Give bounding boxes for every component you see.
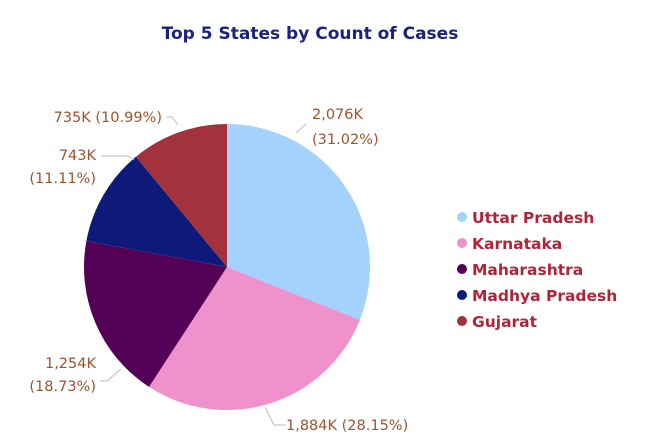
legend-item-karnataka[interactable]: Karnataka — [457, 235, 562, 253]
legend-label-gujarat: Gujarat — [472, 313, 538, 331]
legend-item-maharashtra[interactable]: Maharashtra — [457, 261, 583, 279]
data-label-madhya-pradesh: 743K — [59, 148, 97, 164]
pie-slice-uttar-pradesh[interactable] — [227, 124, 370, 320]
legend-item-madhya-pradesh[interactable]: Madhya Pradesh — [457, 287, 617, 305]
legend-marker-gujarat — [457, 316, 467, 326]
chart-title: Top 5 States by Count of Cases — [162, 24, 459, 44]
leader-line-uttar-pradesh — [295, 123, 307, 134]
legend: Uttar Pradesh Karnataka Maharashtra Madhya … — [457, 209, 617, 331]
legend-marker-karnataka — [457, 238, 467, 248]
legend-marker-uttar-pradesh — [457, 212, 467, 222]
legend-label-karnataka: Karnataka — [472, 235, 562, 253]
pie-slice-maharashtra[interactable] — [83, 240, 227, 387]
legend-marker-maharashtra — [457, 264, 467, 274]
data-label-uttar-pradesh: (31.02%) — [312, 132, 379, 148]
legend-label-madhya-pradesh: Madhya Pradesh — [472, 287, 617, 305]
pie-slice-karnataka[interactable] — [149, 267, 360, 410]
legend-item-uttar-pradesh[interactable]: Uttar Pradesh — [457, 209, 594, 227]
leader-line-maharashtra — [100, 368, 122, 382]
data-label-maharashtra: (18.73%) — [29, 379, 96, 395]
leader-line-karnataka — [264, 406, 286, 426]
leader-line-gujarat — [166, 116, 179, 126]
legend-label-uttar-pradesh: Uttar Pradesh — [472, 209, 594, 227]
pie-slice-madhya-pradesh[interactable] — [86, 156, 227, 267]
data-label-uttar-pradesh: 2,076K — [312, 107, 364, 123]
data-labels: 2,076K (31.02%) 1,884K (28.15%) 1,254K (18.7… — [29, 107, 408, 434]
data-label-karnataka: 1,884K (28.15%) — [286, 418, 408, 434]
leader-line-madhya-pradesh — [101, 155, 135, 161]
legend-marker-madhya-pradesh — [457, 290, 467, 300]
data-label-maharashtra: 1,254K — [45, 356, 97, 372]
pie-slices — [83, 124, 370, 410]
legend-label-maharashtra: Maharashtra — [472, 261, 583, 279]
legend-item-gujarat[interactable]: Gujarat — [457, 313, 538, 331]
data-label-gujarat: 735K (10.99%) — [54, 110, 162, 126]
data-label-madhya-pradesh: (11.11%) — [29, 171, 96, 187]
pie-slice-gujarat[interactable] — [135, 124, 227, 267]
